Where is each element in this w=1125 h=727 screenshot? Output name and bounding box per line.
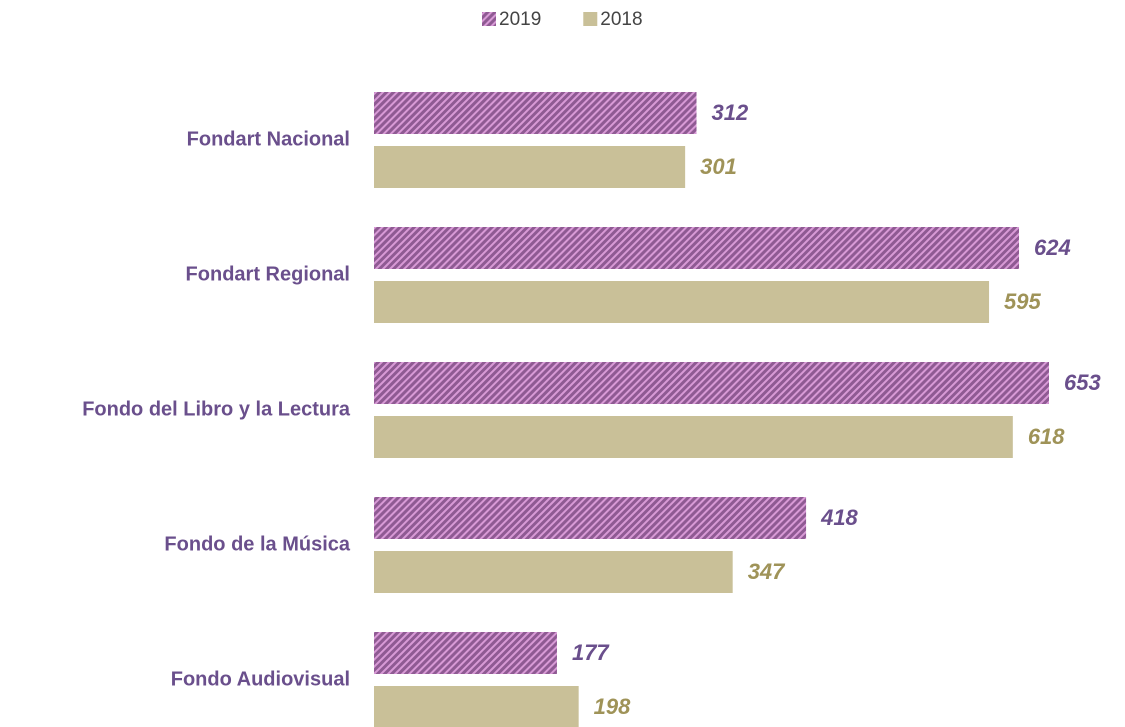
- value-label: 301: [700, 154, 737, 179]
- value-label: 347: [748, 559, 786, 584]
- value-label: 312: [712, 100, 749, 125]
- bar: [374, 362, 1049, 404]
- bar: [374, 632, 557, 674]
- category-label: Fondo de la Música: [164, 533, 350, 555]
- value-label: 198: [594, 694, 631, 719]
- bar: [374, 551, 733, 593]
- value-label: 618: [1028, 424, 1065, 449]
- value-label: 418: [820, 505, 858, 530]
- category-label: Fondo del Libro y la Lectura: [82, 398, 351, 420]
- category-label: Fondart Regional: [186, 263, 350, 285]
- legend-swatch: [482, 12, 496, 26]
- bar: [374, 92, 697, 134]
- bar: [374, 281, 990, 323]
- bar: [374, 416, 1013, 458]
- category-label: Fondo Audiovisual: [171, 668, 350, 690]
- value-label: 624: [1034, 235, 1071, 260]
- bar: [374, 146, 686, 188]
- bar: [374, 227, 1020, 269]
- legend-swatch: [583, 12, 598, 26]
- bar: [374, 497, 807, 539]
- legend-label: 2018: [600, 9, 642, 30]
- value-label: 177: [572, 640, 610, 665]
- value-label: 653: [1064, 370, 1101, 395]
- value-label: 595: [1004, 289, 1041, 314]
- bar: [374, 686, 579, 727]
- legend-label: 2019: [499, 9, 541, 30]
- category-label: Fondart Nacional: [187, 128, 350, 150]
